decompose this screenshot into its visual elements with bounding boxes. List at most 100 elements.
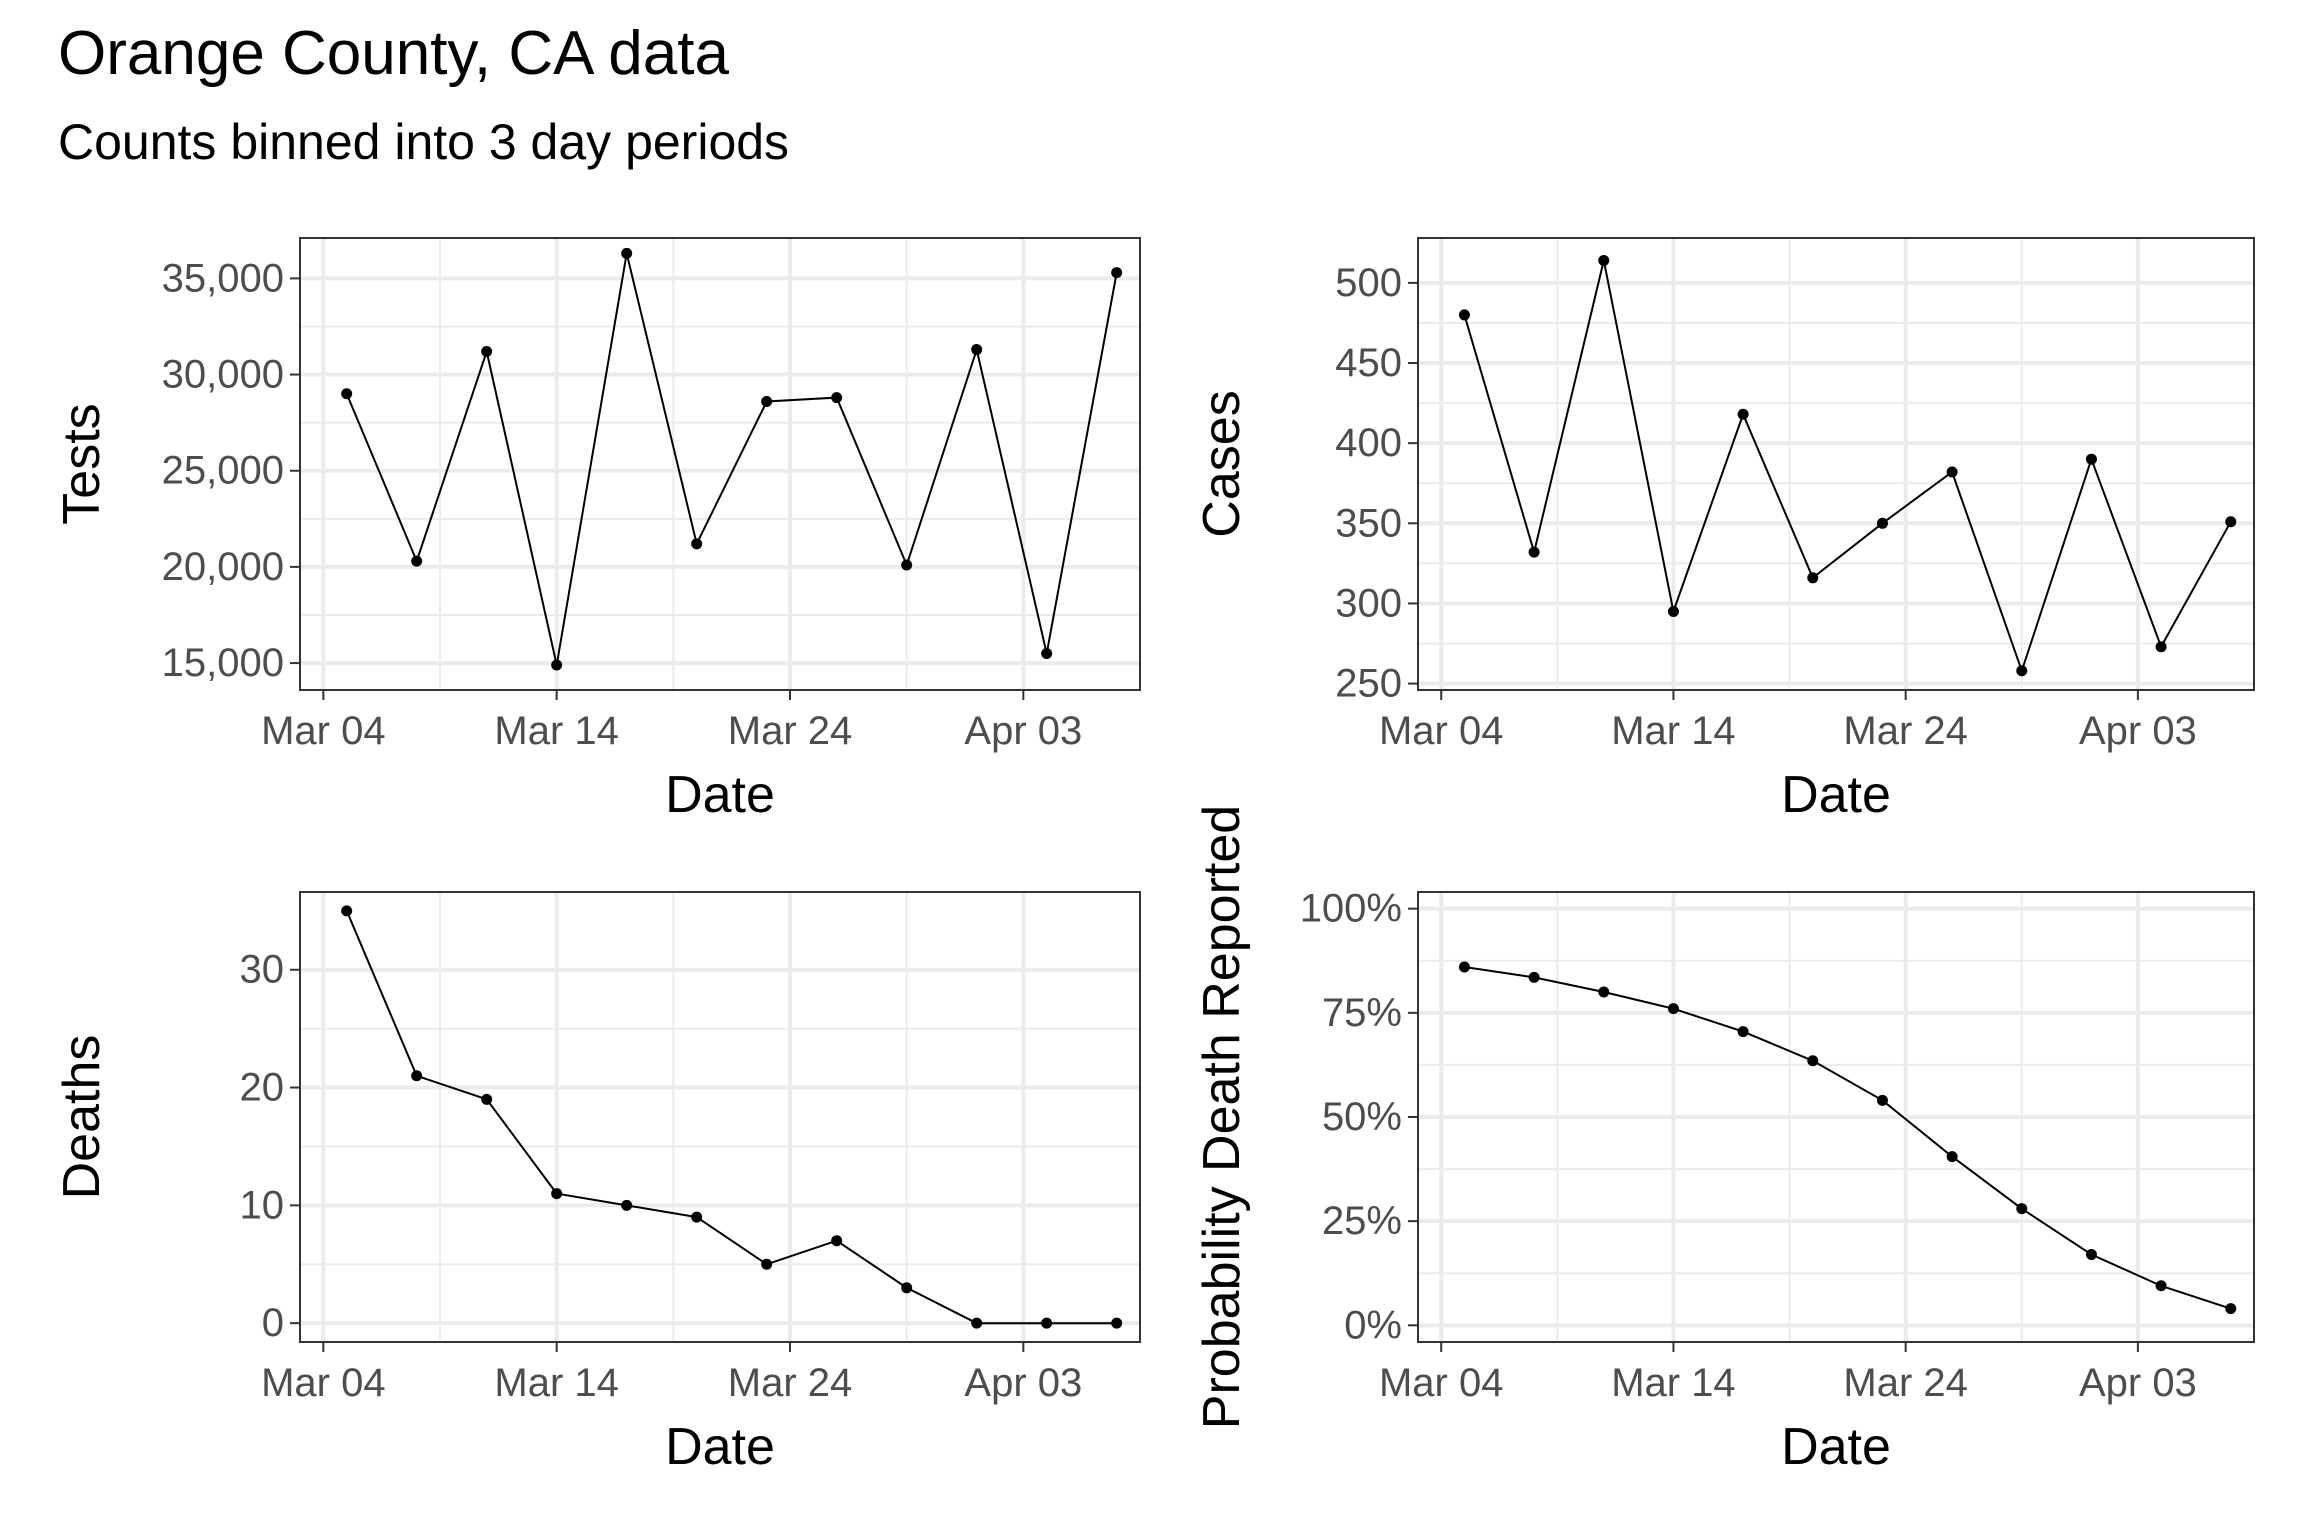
x-tick-label: Mar 14 — [1611, 1361, 1736, 1405]
x-tick-label: Mar 14 — [494, 709, 619, 753]
x-tick-label: Mar 24 — [728, 709, 853, 753]
data-point — [1667, 605, 1679, 617]
y-tick-label: 75% — [1322, 991, 1402, 1035]
panel-border — [299, 237, 1141, 691]
y-tick-label: 400 — [1335, 421, 1402, 465]
data-point — [341, 905, 353, 917]
data-point — [831, 392, 843, 404]
chart-panel-deaths: 0 10 20 30 Mar 04 Mar 14 Mar 24 Apr 03 Date Death… — [53, 891, 1141, 1476]
data-point — [2085, 453, 2097, 465]
x-tick-label: Mar 24 — [1843, 709, 1968, 753]
data-point — [2225, 516, 2237, 528]
data-point — [1737, 408, 1749, 420]
y-axis-title: Cases — [1193, 390, 1251, 537]
data-point — [481, 1093, 493, 1105]
panel-border — [299, 891, 1141, 1343]
y-tick-label: 0 — [262, 1301, 284, 1345]
y-tick-label: 0% — [1344, 1303, 1402, 1347]
y-axis-title: Deaths — [53, 1035, 111, 1200]
series-line — [1463, 260, 2232, 674]
y-tick-label: 10 — [240, 1183, 285, 1227]
x-tick-label: Mar 04 — [261, 1361, 386, 1405]
data-point — [2225, 1303, 2237, 1315]
data-point — [971, 344, 983, 356]
data-point — [551, 659, 563, 671]
data-point — [691, 1211, 703, 1223]
chart-panel-cases: 250 300 350 400 450 500 Mar 04 Mar 14 Mar 24 Apr … — [1193, 237, 2255, 824]
x-tick-label: Mar 04 — [261, 709, 386, 753]
figure-subtitle: Counts binned into 3 day periods — [58, 114, 790, 170]
data-point — [2155, 641, 2167, 653]
x-tick-label: Mar 24 — [728, 1361, 853, 1405]
y-tick-label: 20 — [240, 1066, 285, 1110]
x-tick-label: Apr 03 — [2079, 709, 2197, 753]
data-point — [1528, 546, 1540, 558]
y-tick-label: 100% — [1300, 887, 1402, 931]
data-point — [971, 1317, 983, 1329]
data-point — [481, 345, 493, 357]
figure-title: Orange County, CA data — [58, 19, 729, 88]
x-tick-label: Mar 14 — [1611, 709, 1736, 753]
data-point — [831, 1235, 843, 1247]
data-point — [1598, 986, 1610, 998]
x-tick-label: Apr 03 — [2079, 1361, 2197, 1405]
data-point — [1111, 267, 1123, 279]
data-point — [901, 559, 913, 571]
x-tick-label: Mar 04 — [1379, 1361, 1504, 1405]
x-tick-label: Mar 14 — [494, 1361, 619, 1405]
y-tick-label: 250 — [1335, 662, 1402, 706]
data-point — [1041, 1317, 1053, 1329]
data-point — [621, 247, 633, 259]
y-tick-label: 15,000 — [162, 641, 284, 685]
data-point — [2016, 665, 2028, 677]
y-tick-label: 450 — [1335, 341, 1402, 385]
y-tick-label: 25,000 — [162, 449, 284, 493]
x-axis-title: Date — [665, 1418, 775, 1476]
data-point — [2155, 1280, 2167, 1292]
x-tick-label: Apr 03 — [964, 1361, 1082, 1405]
data-point — [1946, 466, 1958, 478]
data-point — [621, 1199, 633, 1211]
panel-border — [1417, 237, 2255, 691]
y-tick-label: 350 — [1335, 501, 1402, 545]
y-tick-label: 20,000 — [162, 545, 284, 589]
chart-panel-probability-death-reported: 0% 25% 50% 75% 100% Mar 04 Mar 14 Mar 24 Apr 03 D… — [1193, 805, 2255, 1476]
y-tick-label: 30,000 — [162, 353, 284, 397]
data-point — [1807, 1055, 1819, 1067]
data-point — [1876, 517, 1888, 529]
y-axis-title: Probability Death Reported — [1193, 805, 1251, 1429]
data-point — [551, 1188, 563, 1200]
x-axis-title: Date — [665, 766, 775, 824]
data-point — [1737, 1026, 1749, 1038]
y-tick-label: 50% — [1322, 1095, 1402, 1139]
x-tick-label: Mar 04 — [1379, 709, 1504, 753]
data-point — [901, 1282, 913, 1294]
data-point — [1041, 647, 1053, 659]
y-tick-label: 35,000 — [162, 256, 284, 300]
data-point — [341, 388, 353, 400]
chart-panel-tests: 15,000 20,000 25,000 30,000 35,000 Mar 04 Mar … — [53, 237, 1141, 824]
y-tick-label: 300 — [1335, 581, 1402, 625]
data-point — [761, 1258, 773, 1270]
data-point — [2016, 1203, 2028, 1215]
data-point — [1111, 1317, 1123, 1329]
series-line — [345, 910, 1117, 1325]
data-point — [2085, 1249, 2097, 1260]
y-tick-label: 30 — [240, 948, 285, 992]
y-tick-label: 500 — [1335, 261, 1402, 305]
data-point — [1458, 309, 1470, 321]
data-point — [761, 395, 773, 407]
data-point — [411, 555, 423, 567]
y-axis-title: Tests — [53, 403, 111, 524]
x-tick-label: Apr 03 — [964, 709, 1082, 753]
data-point — [1807, 572, 1819, 584]
data-point — [1667, 1003, 1679, 1015]
data-point — [1458, 961, 1470, 973]
data-point — [1528, 971, 1540, 983]
data-point — [1598, 254, 1610, 266]
x-axis-title: Date — [1781, 766, 1891, 824]
series-line — [345, 253, 1118, 666]
series-line — [1464, 966, 2232, 1310]
data-point — [411, 1070, 423, 1082]
